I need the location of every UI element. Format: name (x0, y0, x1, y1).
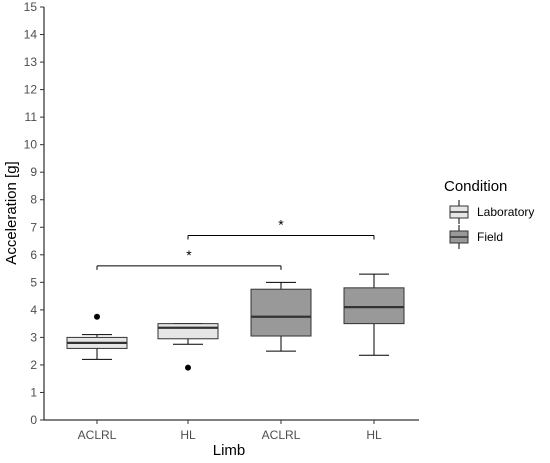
y-tick-label: 12 (24, 83, 38, 97)
y-tick-label: 4 (30, 303, 37, 317)
significance-annotations: ** (96, 217, 375, 270)
significance-bracket-2: * (187, 217, 375, 240)
outlier-point (185, 364, 191, 371)
x-tick-label: HL (180, 428, 196, 442)
y-tick-label: 14 (24, 28, 38, 42)
y-tick-label: 3 (30, 330, 37, 344)
y-tick-label: 2 (30, 358, 37, 372)
y-tick-label: 8 (30, 193, 37, 207)
legend-item-laboratory: Laboratory (449, 200, 534, 224)
box-body (157, 323, 219, 340)
box-body (343, 287, 405, 325)
y-tick-label: 0 (30, 413, 37, 427)
significance-bracket-1: * (96, 247, 282, 270)
y-tick-label: 9 (30, 165, 37, 179)
boxes (66, 273, 405, 371)
y-tick-label: 5 (30, 275, 37, 289)
y-tick-label: 1 (30, 385, 37, 399)
significance-label: * (278, 217, 284, 233)
box-4 (343, 273, 405, 356)
box-2 (157, 323, 219, 371)
axes (43, 7, 419, 421)
x-axis-title: Limb (213, 442, 246, 459)
legend: Condition Laboratory Field (444, 178, 534, 249)
significance-label: * (186, 247, 192, 263)
y-axis-title: Acceleration [g] (3, 161, 20, 264)
y-tick-label: 15 (24, 0, 38, 14)
legend-label: Field (477, 230, 503, 244)
legend-item-field: Field (449, 225, 503, 249)
legend-label: Laboratory (477, 205, 534, 219)
box-1 (66, 313, 128, 360)
x-tick-label: ACLRL (78, 428, 117, 442)
legend-title: Condition (444, 178, 507, 195)
y-tick-label: 13 (24, 55, 38, 69)
outlier-point (94, 313, 100, 320)
y-tick-label: 7 (30, 220, 37, 234)
x-tick-label: HL (366, 428, 382, 442)
y-tick-label: 6 (30, 248, 37, 262)
y-tick-label: 11 (25, 110, 38, 124)
x-tick-label: ACLRL (262, 428, 301, 442)
y-tick-label: 10 (24, 138, 38, 152)
x-axis-ticks: ACLRL HL ACLRL HL (78, 420, 382, 442)
box-body (250, 288, 312, 337)
box-3 (250, 281, 312, 352)
